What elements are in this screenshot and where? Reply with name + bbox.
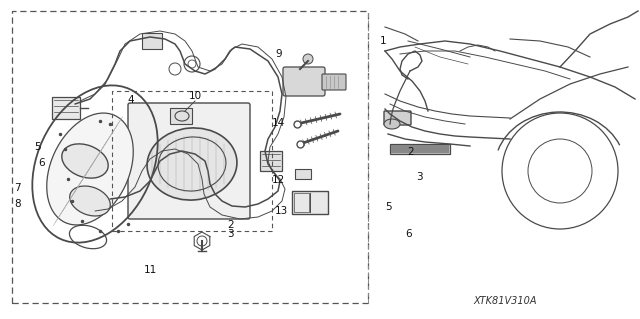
Bar — [294, 193, 309, 212]
Text: 11: 11 — [144, 264, 157, 275]
Text: 6: 6 — [405, 229, 412, 240]
Text: 12: 12 — [272, 175, 285, 185]
Text: 14: 14 — [272, 118, 285, 128]
Text: 2: 2 — [227, 220, 234, 230]
FancyBboxPatch shape — [322, 74, 346, 90]
Ellipse shape — [47, 113, 133, 225]
Text: 6: 6 — [38, 158, 45, 168]
Text: 5: 5 — [385, 202, 392, 212]
Ellipse shape — [384, 119, 400, 129]
Text: 8: 8 — [15, 199, 21, 209]
FancyBboxPatch shape — [283, 67, 325, 96]
Ellipse shape — [147, 128, 237, 200]
Bar — [260, 151, 282, 171]
FancyBboxPatch shape — [384, 111, 411, 125]
Text: 5: 5 — [34, 142, 40, 152]
Bar — [142, 33, 162, 49]
Bar — [170, 108, 192, 124]
Text: XTK81V310A: XTK81V310A — [474, 296, 538, 307]
Bar — [391, 145, 449, 153]
Text: 3: 3 — [227, 229, 234, 240]
Text: 3: 3 — [417, 172, 423, 182]
Bar — [390, 144, 450, 154]
Text: 7: 7 — [15, 183, 21, 193]
Ellipse shape — [62, 144, 108, 178]
Bar — [292, 191, 328, 214]
Circle shape — [303, 54, 313, 64]
Text: 9: 9 — [275, 49, 282, 59]
Text: 10: 10 — [189, 91, 202, 101]
FancyBboxPatch shape — [128, 103, 250, 219]
Ellipse shape — [70, 186, 110, 216]
Text: 1: 1 — [380, 36, 386, 47]
Bar — [52, 97, 80, 119]
Text: 4: 4 — [128, 95, 134, 106]
Text: 13: 13 — [275, 205, 288, 216]
Bar — [295, 169, 311, 179]
Text: 2: 2 — [408, 146, 414, 157]
